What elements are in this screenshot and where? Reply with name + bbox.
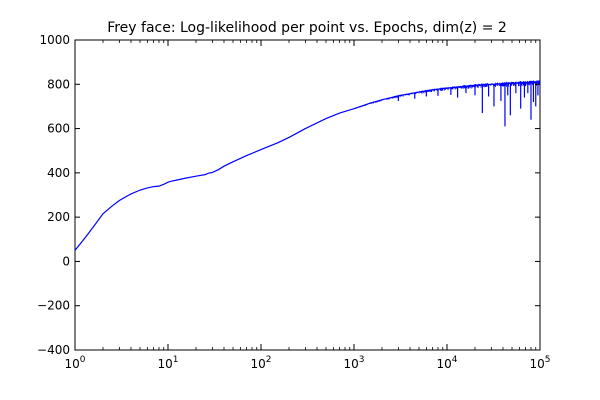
x-tick-label: 100 — [64, 355, 85, 371]
y-tick-label: 1000 — [39, 33, 70, 47]
x-tick-label: 101 — [157, 355, 178, 371]
chart-title: Frey face: Log-likelihood per point vs. … — [107, 20, 507, 36]
y-tick-label: 400 — [47, 166, 70, 180]
y-tick-label: 200 — [47, 210, 70, 224]
x-tick-label: 102 — [250, 355, 271, 371]
x-tick-label: 103 — [343, 355, 364, 371]
series-layer — [74, 80, 541, 251]
y-tick-label: 800 — [47, 77, 70, 91]
y-tick-label: 600 — [47, 122, 70, 136]
series-noise-band — [353, 80, 540, 110]
series-line — [74, 81, 541, 251]
y-tick-label: 0 — [62, 254, 70, 268]
y-tick-label: −200 — [37, 299, 70, 313]
plot-frame — [74, 39, 541, 351]
x-tick-label: 104 — [436, 355, 457, 371]
x-tick-label: 105 — [529, 355, 550, 371]
y-tick-label: −400 — [37, 343, 70, 357]
